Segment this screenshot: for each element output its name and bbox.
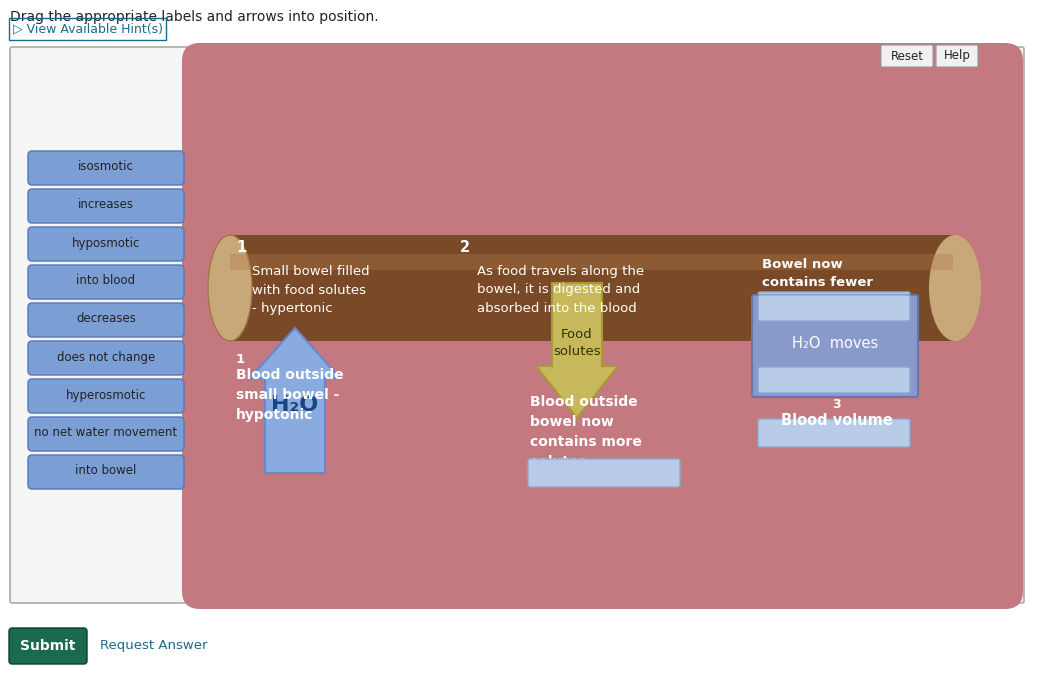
Text: 2: 2 bbox=[901, 302, 910, 315]
FancyBboxPatch shape bbox=[758, 292, 910, 320]
FancyBboxPatch shape bbox=[758, 419, 910, 447]
Text: As food travels along the
bowel, it is digested and
absorbed into the blood: As food travels along the bowel, it is d… bbox=[477, 265, 644, 315]
Text: Blood outside
bowel now
contains more
solutes -: Blood outside bowel now contains more so… bbox=[530, 395, 642, 469]
FancyBboxPatch shape bbox=[10, 47, 1024, 603]
Text: Help: Help bbox=[944, 50, 971, 63]
Bar bbox=[230, 254, 953, 270]
Text: 1: 1 bbox=[236, 240, 246, 256]
Text: does not change: does not change bbox=[57, 351, 156, 363]
FancyBboxPatch shape bbox=[28, 303, 184, 337]
FancyBboxPatch shape bbox=[28, 379, 184, 413]
Text: into blood: into blood bbox=[77, 275, 136, 287]
Text: no net water movement: no net water movement bbox=[34, 427, 177, 439]
FancyBboxPatch shape bbox=[28, 189, 184, 223]
FancyBboxPatch shape bbox=[28, 151, 184, 185]
Text: Request Answer: Request Answer bbox=[100, 639, 207, 653]
Text: Submit: Submit bbox=[21, 639, 76, 653]
Text: Bowel now
contains fewer
food solutes -: Bowel now contains fewer food solutes - bbox=[762, 258, 873, 308]
Text: hyposmotic: hyposmotic bbox=[72, 236, 140, 250]
Text: into bowel: into bowel bbox=[76, 464, 137, 478]
Text: Blood volume: Blood volume bbox=[781, 413, 893, 428]
FancyBboxPatch shape bbox=[28, 341, 184, 375]
Ellipse shape bbox=[208, 235, 252, 341]
Text: increases: increases bbox=[78, 199, 134, 211]
Text: H₂O  moves: H₂O moves bbox=[792, 336, 878, 351]
FancyBboxPatch shape bbox=[758, 367, 910, 393]
FancyBboxPatch shape bbox=[28, 417, 184, 451]
FancyBboxPatch shape bbox=[9, 628, 87, 664]
Text: 2: 2 bbox=[460, 240, 470, 256]
FancyBboxPatch shape bbox=[881, 45, 933, 67]
Text: ▷ View Available Hint(s): ▷ View Available Hint(s) bbox=[13, 22, 163, 36]
FancyBboxPatch shape bbox=[758, 295, 910, 321]
FancyBboxPatch shape bbox=[28, 455, 184, 489]
Text: hyperosmotic: hyperosmotic bbox=[65, 388, 146, 402]
Text: Small bowel filled
with food solutes
- hypertonic: Small bowel filled with food solutes - h… bbox=[252, 265, 369, 315]
Text: Food
solutes: Food solutes bbox=[553, 328, 600, 358]
Text: 3: 3 bbox=[833, 398, 841, 411]
FancyBboxPatch shape bbox=[183, 43, 1022, 609]
Text: isosmotic: isosmotic bbox=[78, 160, 134, 174]
Text: Blood outside
small bowel -
hypotonic: Blood outside small bowel - hypotonic bbox=[236, 368, 343, 422]
FancyBboxPatch shape bbox=[752, 295, 918, 397]
FancyBboxPatch shape bbox=[28, 265, 184, 299]
FancyBboxPatch shape bbox=[28, 227, 184, 261]
Bar bbox=[228, 235, 955, 341]
Text: H₂O: H₂O bbox=[272, 395, 318, 415]
Text: decreases: decreases bbox=[76, 312, 136, 326]
Polygon shape bbox=[250, 328, 340, 473]
FancyBboxPatch shape bbox=[528, 459, 680, 487]
Ellipse shape bbox=[929, 235, 981, 341]
FancyBboxPatch shape bbox=[936, 45, 978, 67]
Text: Reset: Reset bbox=[891, 50, 924, 63]
Polygon shape bbox=[536, 283, 618, 418]
Text: 1: 1 bbox=[236, 353, 245, 366]
Text: Drag the appropriate labels and arrows into position.: Drag the appropriate labels and arrows i… bbox=[10, 10, 379, 24]
